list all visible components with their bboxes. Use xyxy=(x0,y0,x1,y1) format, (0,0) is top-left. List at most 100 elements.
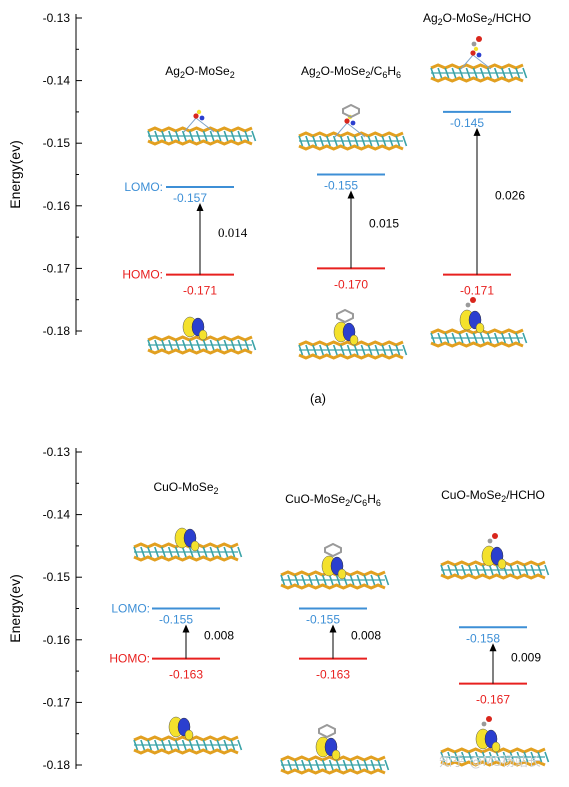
slab-bottom-layer xyxy=(440,760,546,767)
orbital-small-lobe xyxy=(491,741,501,753)
title-text: CuO-MoSe xyxy=(285,492,345,506)
system-title: Ag2O-MoSe2/C6H6 xyxy=(301,64,401,80)
oxygen-atom xyxy=(470,50,476,56)
orbital-small-lobe xyxy=(337,568,347,580)
y-tick-label: -0.18 xyxy=(43,758,71,772)
title-text: O-MoSe xyxy=(185,64,230,78)
gap-arrow-head xyxy=(347,190,355,199)
lumo-tag: LOMO: xyxy=(124,180,163,194)
lumo-value: -0.155 xyxy=(159,613,193,627)
title-subscript: 6 xyxy=(396,70,401,80)
structure-top-cluster xyxy=(183,109,215,133)
structure-top-slab xyxy=(280,570,390,590)
hcho-carbon xyxy=(465,302,471,308)
panel-a: -0.13 -0.14 -0.15 -0.16 -0.17 -0.18 Energy(ev)… xyxy=(7,11,531,360)
structure-bottom-cluster xyxy=(182,316,208,341)
gap-arrow-head xyxy=(473,127,481,136)
title-subscript: 2 xyxy=(487,17,492,27)
panel-b: -0.13 -0.14 -0.15 -0.16 -0.17 -0.18 Energy(ev)… xyxy=(7,445,550,775)
slab-bottom-layer xyxy=(147,348,253,355)
gap-value: 0.008 xyxy=(204,629,234,643)
homo-tag: HOMO: xyxy=(122,268,163,282)
slab-bottom-layer xyxy=(133,748,239,755)
oxygen-atom xyxy=(344,118,350,124)
y-tick-label: -0.18 xyxy=(43,324,71,338)
structure-bottom-cluster xyxy=(315,723,341,761)
slab-bottom-layer xyxy=(298,144,404,151)
structure-top-slab xyxy=(147,126,257,146)
title-text: CuO-MoSe xyxy=(153,480,213,494)
title-text: /HCHO xyxy=(492,11,531,25)
title-subscript: 6 xyxy=(382,70,387,80)
structure-top-cluster xyxy=(334,103,366,138)
structure-top-slab xyxy=(430,63,528,83)
hcho-carbon xyxy=(487,538,493,544)
orbital-small-lobe xyxy=(497,558,507,570)
title-text: H xyxy=(387,64,396,78)
metal-atom xyxy=(473,46,479,52)
orbital-small-lobe xyxy=(198,329,208,341)
panel-a-caption: (a) xyxy=(310,391,326,406)
title-subscript: 6 xyxy=(362,498,367,508)
title-text: H xyxy=(367,492,376,506)
homo-value: -0.171 xyxy=(460,284,494,298)
system-title: Ag2O-MoSe2/HCHO xyxy=(423,11,531,27)
lumo-value: -0.145 xyxy=(450,116,484,130)
structure-top-cluster xyxy=(460,36,492,70)
system-title: CuO-MoSe2/C6H6 xyxy=(285,492,381,508)
lumo-value: -0.155 xyxy=(306,613,340,627)
slab-bottom-layer xyxy=(430,341,524,348)
gap-arrow-head xyxy=(196,203,204,212)
lumo-value: -0.155 xyxy=(324,179,358,193)
benzene-molecule xyxy=(324,542,342,558)
title-text: /C xyxy=(350,492,362,506)
structure-top-cluster xyxy=(481,533,507,570)
structure-top-slab xyxy=(298,131,408,151)
homo-value: -0.171 xyxy=(183,284,217,298)
slab-bottom-layer xyxy=(430,76,524,83)
gap-value: 0.026 xyxy=(495,188,525,202)
title-text: O-MoSe xyxy=(321,64,366,78)
y-axis-label: Energy(ev) xyxy=(7,574,23,642)
benzene-molecule xyxy=(342,103,360,119)
metal-atom xyxy=(196,109,202,115)
title-subscript: 2 xyxy=(316,70,321,80)
system-1: CuO-MoSe2 -0.155 -0.163 0.008 xyxy=(133,480,243,755)
system-title: Ag2O-MoSe2 xyxy=(165,64,234,80)
slab-bottom-layer xyxy=(280,583,386,590)
gap-value: 0.014 xyxy=(218,225,248,240)
orbital-small-lobe xyxy=(184,729,194,741)
slab-bottom-layer xyxy=(298,353,404,360)
gap-arrow-head xyxy=(329,624,337,633)
title-subscript: 6 xyxy=(376,498,381,508)
gap-value: 0.009 xyxy=(511,650,541,664)
system-3: Ag2O-MoSe2/HCHO -0.145 -0.171 0.026 xyxy=(423,11,531,348)
slab-top-layer xyxy=(147,126,253,133)
y-tick-label: -0.13 xyxy=(43,445,71,459)
homo-value: -0.163 xyxy=(316,668,350,682)
slab-bottom-layer xyxy=(133,555,239,562)
metal-atom xyxy=(199,115,205,121)
title-text: /C xyxy=(370,64,382,78)
title-subscript: 2 xyxy=(180,70,185,80)
title-text: Ag xyxy=(423,11,438,25)
y-tick-label: -0.14 xyxy=(43,508,71,522)
metal-atom xyxy=(350,120,356,126)
hcho-oxygen xyxy=(492,533,498,539)
y-tick-label: -0.16 xyxy=(43,633,71,647)
title-subscript: 2 xyxy=(230,70,235,80)
slab-bottom-layer xyxy=(440,573,546,580)
orbital-small-lobe xyxy=(475,322,485,334)
structure-bottom-cluster xyxy=(168,716,194,741)
title-subscript: 2 xyxy=(438,17,443,27)
hcho-carbon xyxy=(481,721,487,727)
title-subscript: 2 xyxy=(365,70,370,80)
homo-value: -0.163 xyxy=(169,668,203,682)
homo-value: -0.170 xyxy=(334,277,368,291)
slab-bottom-layer xyxy=(280,768,386,775)
slab-top-layer xyxy=(430,63,524,70)
y-tick-label: -0.16 xyxy=(43,199,71,213)
structure-top-cluster xyxy=(321,542,347,580)
